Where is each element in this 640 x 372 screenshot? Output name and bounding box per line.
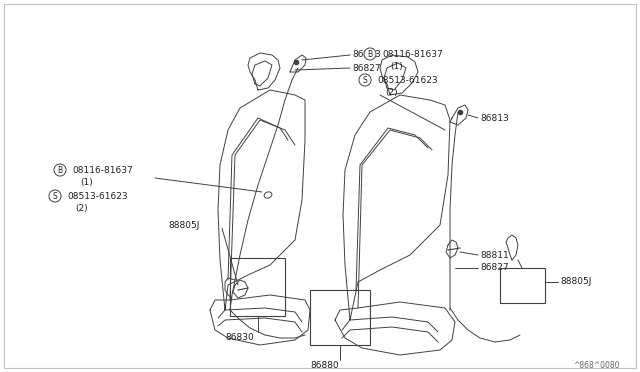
Text: 86813: 86813 — [352, 49, 381, 58]
Text: 86830: 86830 — [225, 334, 253, 343]
Text: 88811: 88811 — [480, 250, 509, 260]
Text: 86880: 86880 — [310, 362, 339, 371]
Text: (1): (1) — [80, 177, 93, 186]
Text: 08513-61623: 08513-61623 — [377, 76, 438, 84]
Text: B: B — [367, 49, 372, 58]
Text: 86827: 86827 — [352, 64, 381, 73]
Text: 88805J: 88805J — [560, 278, 591, 286]
Text: 08116-81637: 08116-81637 — [72, 166, 132, 174]
Text: S: S — [363, 76, 367, 84]
Text: 08513-61623: 08513-61623 — [67, 192, 127, 201]
Text: (1): (1) — [390, 61, 403, 71]
Text: S: S — [52, 192, 58, 201]
Text: 08116-81637: 08116-81637 — [382, 49, 443, 58]
Text: (2): (2) — [75, 203, 88, 212]
Text: 86827: 86827 — [480, 263, 509, 273]
Text: ^868^0080: ^868^0080 — [573, 360, 620, 369]
Text: 86813: 86813 — [480, 113, 509, 122]
Bar — [310, 290, 370, 345]
Text: (2): (2) — [385, 87, 397, 96]
Text: B: B — [58, 166, 63, 174]
Bar — [230, 258, 285, 316]
Bar — [500, 268, 545, 303]
Text: 88805J: 88805J — [168, 221, 200, 230]
